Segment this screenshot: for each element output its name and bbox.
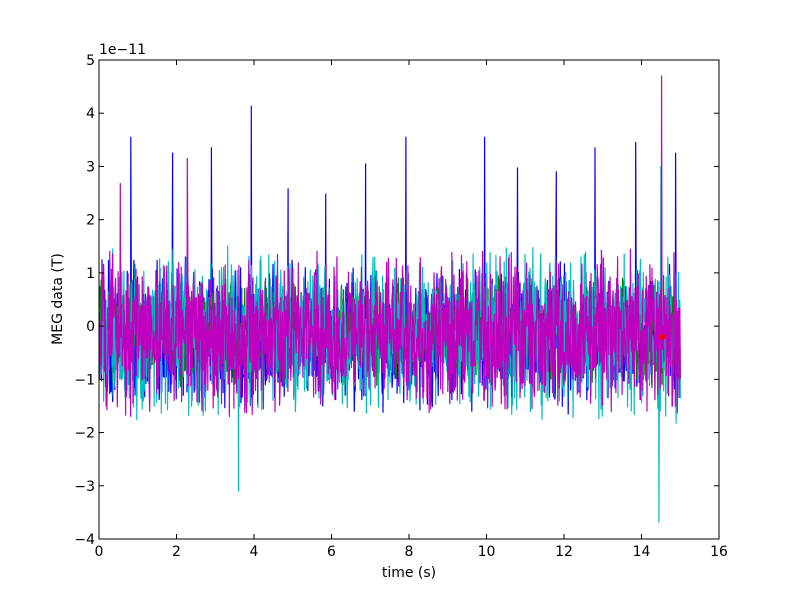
x-tick-label: 12	[555, 544, 573, 560]
x-tick-label: 0	[95, 544, 104, 560]
x-tick-label: 8	[405, 544, 414, 560]
y-axis-label: MEG data (T)	[50, 253, 66, 345]
y-tick-label: −4	[74, 532, 95, 548]
x-tick-label: 2	[172, 544, 181, 560]
x-axis-label: time (s)	[382, 565, 436, 581]
y-tick-label: −3	[74, 479, 95, 495]
x-tick-label: 6	[327, 544, 336, 560]
y-axis-offset-label: 1e−11	[99, 42, 146, 58]
y-tick-label: 3	[86, 159, 95, 175]
y-tick-label: 2	[86, 213, 95, 229]
y-tick-label: 4	[86, 106, 95, 122]
y-axis-ticks: −4 −3 −2 −1 0 1 2 3 4 5	[74, 53, 719, 548]
series-traces	[98, 75, 681, 523]
y-tick-label: 1	[86, 266, 95, 282]
x-tick-label: 14	[633, 544, 651, 560]
y-tick-label: 0	[86, 319, 95, 335]
y-tick-label: −1	[74, 372, 95, 388]
series-line	[98, 75, 681, 417]
x-tick-label: 4	[250, 544, 259, 560]
x-axis-ticks: 0 2 4 6 8 10 12 14 16	[95, 60, 728, 560]
y-tick-label: −2	[74, 426, 95, 442]
event-markers	[659, 333, 666, 340]
event-marker	[659, 333, 666, 340]
y-tick-label: 5	[86, 53, 95, 69]
x-tick-label: 10	[478, 544, 496, 560]
x-tick-label: 16	[710, 544, 728, 560]
